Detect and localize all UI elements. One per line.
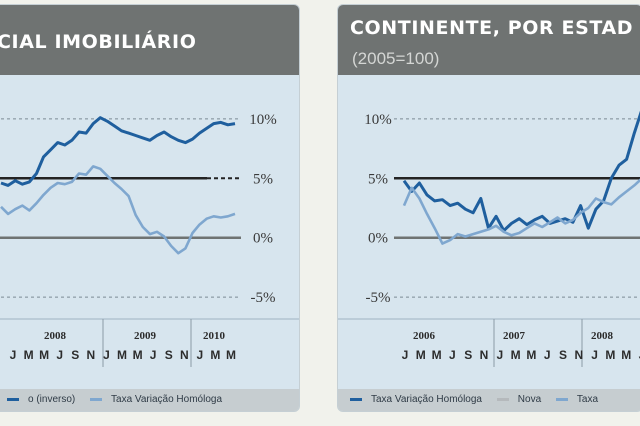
x-month-label: J: [56, 348, 63, 362]
chart-legend: Taxa Variação Homóloga Nova Taxa: [338, 389, 640, 411]
x-month-label: J: [449, 348, 456, 362]
line-chart-right: 10%5%0%-5%200620072008JMMJSNJMMJSNJMMJ: [338, 110, 640, 367]
legend-label: Taxa: [576, 394, 599, 405]
x-month-label: M: [416, 348, 426, 362]
x-year-label: 2006: [413, 330, 436, 342]
chart-header: CIAL IMOBILIÁRIO: [0, 5, 299, 75]
x-month-label: S: [71, 348, 79, 362]
x-month-label: M: [526, 348, 536, 362]
chart-title: CONTINENTE, POR ESTAD: [350, 17, 634, 39]
x-month-label: M: [210, 348, 220, 362]
x-month-label: J: [150, 348, 157, 362]
legend-item: Taxa Variação Homóloga: [344, 389, 482, 411]
legend-swatch: [90, 397, 103, 401]
x-month-label: M: [117, 348, 127, 362]
x-month-label: N: [180, 348, 189, 362]
chart-legend: o (inverso) Taxa Variação Homóloga: [0, 389, 299, 411]
x-month-label: S: [165, 348, 173, 362]
x-month-label: S: [464, 348, 472, 362]
x-month-label: M: [133, 348, 143, 362]
series-line: [402, 110, 640, 233]
x-month-label: J: [639, 348, 640, 362]
x-year-label: 2008: [591, 330, 614, 342]
legend-label: Taxa Variação Homóloga: [371, 394, 482, 405]
x-month-label: S: [559, 348, 567, 362]
y-tick-label: 5%: [368, 171, 388, 187]
legend-item: Nova: [491, 389, 541, 411]
y-tick-label: 10%: [364, 112, 392, 128]
x-month-label: N: [87, 348, 96, 362]
y-tick-label: -5%: [366, 290, 391, 306]
legend-swatch: [7, 397, 19, 401]
x-month-label: J: [544, 348, 551, 362]
x-year-label: 2009: [134, 330, 157, 342]
y-tick-label: 0%: [368, 231, 388, 247]
x-month-label: J: [591, 348, 598, 362]
x-month-label: N: [480, 348, 489, 362]
legend-label: o (inverso): [28, 394, 76, 405]
legend-swatch: [555, 397, 568, 401]
chart-title: CIAL IMOBILIÁRIO: [0, 31, 197, 53]
legend-item: o (inverso): [1, 389, 75, 411]
series-line: [0, 165, 236, 255]
chart-header: CONTINENTE, POR ESTAD (2005=100): [338, 5, 640, 75]
y-tick-label: -5%: [251, 290, 276, 306]
x-month-label: J: [10, 348, 17, 362]
x-month-label: M: [605, 348, 615, 362]
x-year-label: 2010: [203, 330, 226, 342]
x-month-label: M: [24, 348, 34, 362]
x-month-label: M: [39, 348, 49, 362]
x-year-label: 2008: [44, 330, 67, 342]
x-month-label: J: [402, 348, 409, 362]
x-month-label: N: [574, 348, 583, 362]
legend-label: Taxa Variação Homóloga: [111, 394, 223, 405]
legend-item: Taxa Variação Homóloga: [84, 389, 222, 411]
legend-swatch: [496, 397, 509, 401]
chart-panel-left: CIAL IMOBILIÁRIO 10% 5% 0% -5% 2008 2009 2010 J…: [0, 4, 300, 412]
series-line: [0, 116, 236, 187]
y-tick-label: 0%: [253, 231, 273, 247]
legend-label: Nova: [517, 394, 542, 405]
x-month-label: M: [511, 348, 521, 362]
x-month-label: M: [621, 348, 631, 362]
x-month-label: M: [432, 348, 442, 362]
chart-subtitle: (2005=100): [352, 49, 440, 68]
legend-swatch: [350, 397, 362, 401]
y-tick-label: 5%: [253, 171, 273, 187]
series-line: [402, 178, 640, 245]
x-month-label: M: [226, 348, 236, 362]
x-month-label: J: [197, 348, 204, 362]
x-month-label: J: [496, 348, 503, 362]
y-tick-label: 10%: [249, 112, 277, 128]
x-year-label: 2007: [503, 330, 526, 342]
chart-panel-right: CONTINENTE, POR ESTAD (2005=100) 10% 5% 0%…: [337, 4, 640, 412]
x-month-label: J: [103, 348, 110, 362]
legend-item: Taxa: [550, 389, 598, 411]
